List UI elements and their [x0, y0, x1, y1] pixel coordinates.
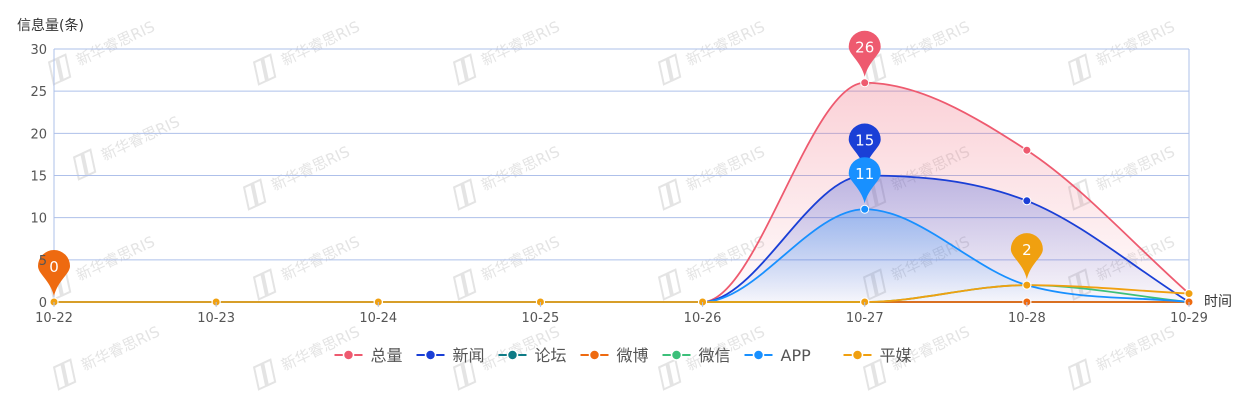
x-tick-label: 10-28	[1008, 311, 1046, 326]
area-layer	[54, 82, 1189, 302]
legend-label: APP	[781, 346, 812, 365]
legend-marker-icon	[506, 349, 519, 361]
marker-value-label: 2	[1022, 241, 1032, 259]
x-tick-label: 10-27	[846, 311, 884, 326]
watermark-text: 新华睿思RIS	[278, 232, 362, 284]
watermark-item: 新华睿思RIS	[252, 17, 363, 86]
y-axis-title: 信息量(条)	[17, 17, 84, 34]
watermark-text: 新华睿思RIS	[73, 17, 157, 69]
watermark-text: 新华睿思RIS	[78, 322, 162, 374]
watermark-item: 新华睿思RIS	[862, 322, 973, 391]
data-point-news[interactable]	[1022, 196, 1032, 206]
watermark-item: 新华睿思RIS	[452, 232, 563, 301]
watermark-text: 新华睿思RIS	[478, 17, 562, 69]
x-axis-title: 时间	[1204, 294, 1232, 310]
legend-marker-icon	[424, 349, 437, 361]
watermark-text: 新华睿思RIS	[888, 17, 972, 69]
watermark-item: 新华睿思RIS	[452, 17, 563, 86]
marker-value-label: 15	[855, 132, 874, 150]
y-tick-label: 25	[30, 85, 47, 100]
legend-label: 总量	[371, 346, 403, 365]
watermark-text: 新华睿思RIS	[683, 142, 767, 194]
legend-marker-icon	[752, 349, 765, 361]
x-tick-label: 10-23	[197, 311, 235, 326]
watermark-item: 新华睿思RIS	[252, 232, 363, 301]
legend-marker-icon	[851, 349, 864, 361]
y-tick-label: 15	[30, 170, 47, 185]
y-tick-label: 10	[30, 212, 47, 227]
y-tick-label: 30	[30, 43, 47, 58]
x-tick-label: 10-25	[522, 311, 560, 326]
watermark-text: 新华睿思RIS	[1093, 17, 1177, 69]
marker-layer: 26 15 11 2 0	[38, 30, 1043, 296]
marker-pin	[1010, 233, 1043, 280]
legend: 总量 新闻 论坛 微博 微信 APP 平媒	[334, 346, 912, 365]
data-point-print[interactable]	[1022, 280, 1032, 290]
marker-pin	[848, 30, 881, 77]
watermark-item: 新华睿思RIS	[657, 17, 768, 86]
data-point-print[interactable]	[1184, 289, 1194, 299]
y-tick-label: 5	[39, 254, 47, 269]
watermark-text: 新华睿思RIS	[73, 232, 157, 284]
watermark-text: 新华睿思RIS	[1093, 322, 1177, 374]
marker-pin	[848, 123, 881, 170]
watermark-text: 新华睿思RIS	[278, 322, 362, 374]
y-tick-label: 20	[30, 127, 47, 142]
legend-item-app[interactable]: APP	[744, 346, 812, 365]
legend-marker-icon	[670, 349, 683, 361]
watermark-text: 新华睿思RIS	[478, 232, 562, 284]
legend-label: 微信	[699, 346, 731, 365]
legend-item-wechat[interactable]: 微信	[662, 346, 731, 365]
x-tick-label: 10-24	[359, 311, 397, 326]
x-tick-label: 10-29	[1170, 311, 1208, 326]
max-marker-news: 15	[848, 123, 881, 170]
x-tick-label: 10-26	[684, 311, 722, 326]
watermark-item: 新华睿思RIS	[52, 322, 163, 391]
legend-item-forum[interactable]: 论坛	[498, 346, 567, 365]
watermark-text: 新华睿思RIS	[1093, 142, 1177, 194]
y-tick-label: 0	[39, 296, 47, 311]
series-area-app	[54, 209, 1189, 302]
marker-value-label: 26	[855, 39, 874, 57]
series-line-print	[54, 284, 1190, 303]
watermark-text: 新华睿思RIS	[268, 142, 352, 194]
legend-item-print[interactable]: 平媒	[843, 346, 912, 365]
legend-marker-icon	[588, 349, 601, 361]
watermark-text: 新华睿思RIS	[478, 142, 562, 194]
legend-label: 微博	[617, 346, 649, 365]
legend-label: 平媒	[880, 346, 912, 365]
marker-value-label: 0	[49, 258, 59, 276]
legend-marker-icon	[342, 349, 355, 361]
max-marker-print: 2	[1010, 233, 1043, 280]
line-layer	[54, 81, 1190, 303]
marker-value-label: 11	[855, 165, 874, 183]
data-point-app[interactable]	[860, 204, 870, 214]
data-point-total[interactable]	[860, 78, 870, 88]
legend-label: 论坛	[535, 346, 567, 365]
legend-label: 新闻	[453, 346, 485, 365]
watermark-text: 新华睿思RIS	[98, 112, 182, 164]
legend-item-news[interactable]: 新闻	[416, 346, 485, 365]
watermark-text: 新华睿思RIS	[683, 17, 767, 69]
legend-item-weibo[interactable]: 微博	[580, 346, 649, 365]
marker-pin	[38, 250, 70, 296]
x-tick-label: 10-22	[35, 311, 73, 326]
data-point-total[interactable]	[1022, 145, 1032, 155]
watermark-text: 新华睿思RIS	[278, 17, 362, 69]
point-layer	[49, 78, 1194, 307]
marker-pin	[848, 157, 881, 204]
watermark-item: 新华睿思RIS	[1067, 322, 1178, 391]
max-marker-weibo: 0	[38, 250, 70, 296]
max-marker-app: 11	[848, 157, 881, 204]
watermark-item: 新华睿思RIS	[1067, 17, 1178, 86]
watermark-item: 新华睿思RIS	[72, 112, 183, 181]
max-marker-total: 26	[848, 30, 881, 77]
legend-item-total[interactable]: 总量	[334, 346, 403, 365]
